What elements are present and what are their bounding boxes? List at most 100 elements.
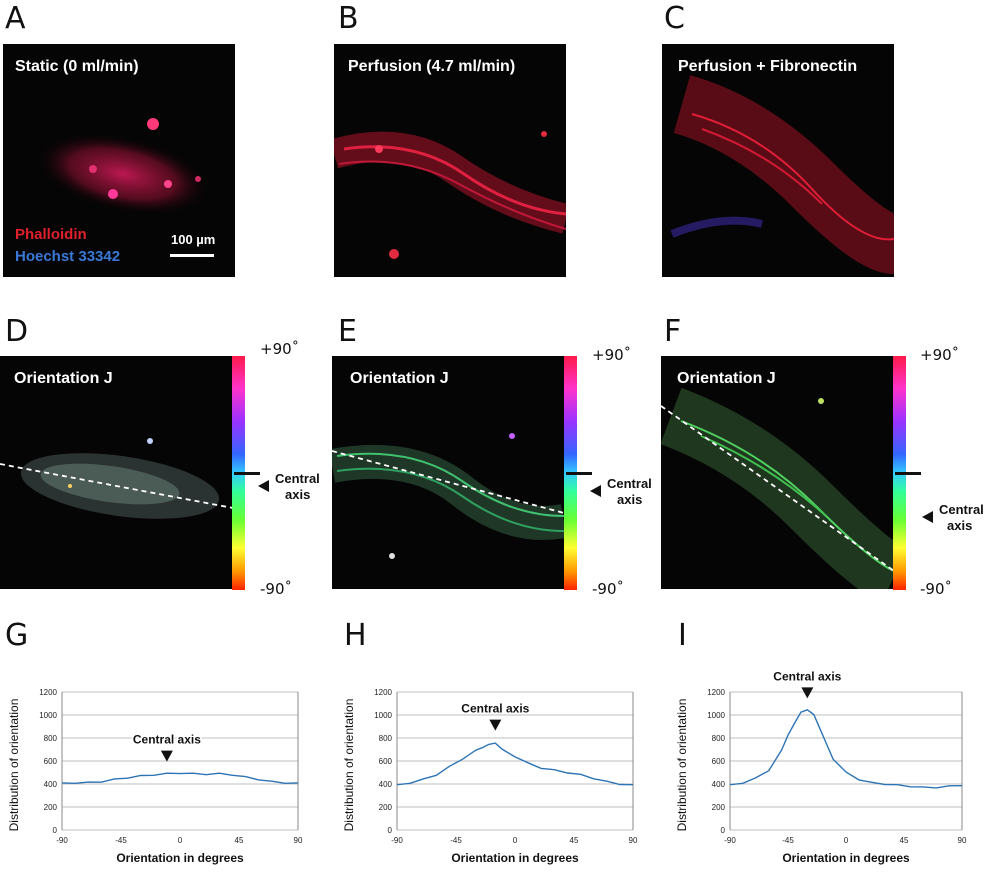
y-tick-label: 1200 [707, 688, 725, 697]
y-tick-label: 1200 [39, 688, 57, 697]
legend-phalloidin: Phalloidin [15, 226, 87, 243]
y-tick-label: 800 [712, 734, 726, 743]
x-tick-label: 90 [629, 836, 638, 845]
panel-label-f: F [664, 314, 682, 349]
colorbar-e-bottom-label: -90˚ [592, 580, 624, 598]
panel-d-title: Orientation J [14, 370, 113, 387]
central-axis-note-f: Central axis [939, 502, 984, 534]
central-axis-note-e-line2: axis [617, 492, 643, 507]
x-tick-label: -45 [450, 836, 462, 845]
colorbar-d-top-label: +90˚ [260, 340, 300, 358]
x-axis-label: Orientation in degrees [782, 851, 910, 865]
x-tick-label: 0 [844, 836, 849, 845]
orientation-map-static-image [0, 438, 233, 519]
y-axis-label: Distribution of orientation [342, 699, 356, 832]
central-axis-arrow-d [258, 480, 269, 492]
x-axis-label: Orientation in degrees [451, 851, 579, 865]
central-axis-arrow-e [590, 485, 601, 497]
panel-c-title: Perfusion + Fibronectin [678, 58, 858, 75]
micrograph-fibronectin: Perfusion + Fibronectin [662, 44, 894, 277]
series-line [61, 772, 299, 785]
panel-label-i: I [678, 618, 687, 653]
x-tick-label: 90 [294, 836, 303, 845]
x-tick-label: -45 [115, 836, 127, 845]
y-tick-label: 200 [379, 803, 393, 812]
colorbar-e-top-label: +90˚ [592, 346, 632, 364]
central-axis-annotation: Central axis [773, 670, 841, 683]
x-tick-label: -90 [56, 836, 68, 845]
central-axis-marker [489, 719, 502, 731]
central-axis-note-e: Central axis [607, 476, 652, 508]
micrograph-static: Static (0 ml/min) Phalloidin Hoechst 333… [3, 44, 235, 277]
y-tick-label: 1200 [374, 688, 392, 697]
y-tick-label: 200 [44, 803, 58, 812]
y-tick-label: 1000 [707, 711, 725, 720]
y-tick-label: 1000 [374, 711, 392, 720]
x-tick-label: 0 [513, 836, 518, 845]
panel-label-g: G [5, 618, 29, 653]
colorbar-d-bottom-label: -90˚ [260, 580, 292, 598]
central-axis-note-d: Central axis [275, 471, 320, 503]
scale-bar [170, 254, 214, 257]
orientation-map-perfusion: Orientation J [332, 356, 564, 589]
y-tick-label: 400 [712, 780, 726, 789]
legend-hoechst: Hoechst 33342 [15, 248, 121, 265]
y-axis-label: Distribution of orientation [675, 699, 689, 832]
x-tick-label: 45 [235, 836, 244, 845]
orientation-map-fibronectin: Orientation J [661, 356, 894, 589]
x-tick-label: -90 [391, 836, 403, 845]
panel-f-title: Orientation J [677, 370, 776, 387]
colorbar-f-top-label: +90˚ [920, 346, 960, 364]
y-tick-label: 600 [379, 757, 393, 766]
colorbar-f-center-tick [895, 472, 921, 475]
y-tick-label: 800 [379, 734, 393, 743]
y-tick-label: 400 [379, 780, 393, 789]
y-tick-label: 600 [44, 757, 58, 766]
x-axis-label: Orientation in degrees [116, 851, 244, 865]
x-tick-label: 0 [178, 836, 183, 845]
central-axis-note-d-line2: axis [285, 487, 311, 502]
x-tick-label: -90 [724, 836, 736, 845]
panel-e-title: Orientation J [350, 370, 449, 387]
micrograph-perfusion-image [334, 131, 566, 259]
colorbar-f-bottom-label: -90˚ [920, 580, 952, 598]
colorbar-d-center-tick [234, 472, 260, 475]
panel-label-e: E [338, 314, 357, 349]
y-tick-label: 1000 [39, 711, 57, 720]
central-axis-marker [160, 750, 173, 762]
colorbar-e-center-tick [566, 472, 592, 475]
y-tick-label: 800 [44, 734, 58, 743]
central-axis-note-d-line1: Central [275, 471, 320, 486]
x-tick-label: 90 [958, 836, 967, 845]
micrograph-static-image [34, 118, 212, 216]
central-axis-note-e-line1: Central [607, 476, 652, 491]
scale-bar-label: 100 µm [171, 232, 216, 247]
x-tick-label: -45 [782, 836, 794, 845]
y-tick-label: 0 [388, 826, 393, 835]
y-tick-label: 400 [44, 780, 58, 789]
central-axis-note-f-line2: axis [947, 518, 973, 533]
x-tick-label: 45 [570, 836, 579, 845]
y-tick-label: 200 [712, 803, 726, 812]
chart-g: 0 200 400 600 800 1000 1200 -90 -45 0 45 90 Orientat… [7, 688, 303, 865]
panel-label-a: A [5, 1, 26, 36]
chart-h: 0 200 400 600 800 1000 1200 -90 -45 0 45 90 Orientat… [342, 688, 638, 865]
y-tick-label: 0 [53, 826, 58, 835]
y-tick-label: 0 [721, 826, 726, 835]
chart-i: 0 200 400 600 800 1000 1200 -90 -45 0 45 90 Orientat… [675, 670, 967, 865]
panel-label-b: B [338, 1, 359, 36]
central-axis-annotation: Central axis [461, 702, 529, 716]
x-tick-label: 45 [900, 836, 909, 845]
micrograph-perfusion: Perfusion (4.7 ml/min) [334, 44, 566, 277]
central-axis-annotation: Central axis [133, 733, 201, 747]
orientation-map-fibronectin-image [661, 387, 894, 589]
central-axis-arrow-f [922, 511, 933, 523]
panel-label-h: H [344, 618, 367, 653]
orientation-map-static: Orientation J [0, 356, 233, 589]
panel-label-d: D [5, 314, 29, 349]
panel-b-title: Perfusion (4.7 ml/min) [348, 58, 516, 75]
series-line [396, 742, 634, 786]
central-axis-note-f-line1: Central [939, 502, 984, 517]
y-axis-label: Distribution of orientation [7, 699, 21, 832]
y-tick-label: 600 [712, 757, 726, 766]
